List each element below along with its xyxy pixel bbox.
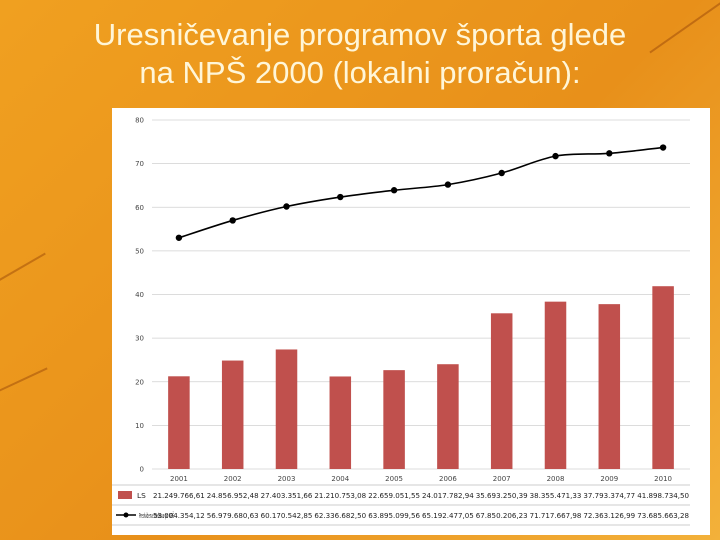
series-line (178, 146, 664, 239)
legend-label-bar: LS (137, 491, 146, 500)
y-tick-label: 10 (135, 422, 144, 430)
x-tick-label: 2003 (278, 475, 296, 483)
table-cell: 63.895.099,56 (368, 511, 420, 520)
bar (544, 301, 567, 469)
table-cell: 22.659.051,55 (368, 491, 420, 500)
table-cell: 71.717.667,98 (530, 511, 582, 520)
table-cell: 56.979.680,63 (207, 511, 259, 520)
y-tick-label: 20 (135, 378, 144, 386)
bar (221, 360, 244, 469)
line-marker (390, 187, 398, 194)
x-tick-label: 2009 (600, 475, 618, 483)
y-tick-label: 30 (135, 335, 144, 343)
bar (383, 370, 405, 469)
slide-title: Uresničevanje programov športa glede na … (0, 16, 720, 92)
x-tick-label: 2007 (493, 475, 511, 483)
table-cell: 60.170.542,85 (261, 511, 313, 520)
y-tick-label: 80 (135, 117, 144, 125)
x-tick-label: 2005 (385, 475, 403, 483)
bar (490, 313, 513, 469)
table-cell: 65.192.477,05 (422, 511, 474, 520)
table-cell: 72.363.126,99 (583, 511, 635, 520)
chart: 0 10 20 30 40 50 60 70 80 2001 2002 2003 2004 2005 200… (112, 117, 690, 526)
y-tick-label: 40 (135, 291, 144, 299)
table-cell: 41.898.734,50 (637, 491, 689, 500)
x-tick-label: 2002 (224, 475, 242, 483)
line-marker (552, 152, 559, 160)
x-tick-label: 2006 (439, 475, 457, 483)
y-tick-label: 50 (135, 247, 144, 255)
line-marker (659, 144, 667, 151)
line-marker (175, 234, 183, 241)
chart-panel: 0 10 20 30 40 50 60 70 80 2001 2002 2003 2004 2005 200… (112, 108, 710, 535)
bar (275, 349, 298, 469)
line-marker (229, 217, 236, 224)
table-cell: 21.249.766,61 (153, 491, 205, 500)
slide-title-line1: Uresničevanje programov športa glede (93, 17, 627, 52)
x-tick-label: 2010 (654, 475, 672, 483)
x-tick-label: 2001 (170, 475, 188, 483)
table-cell: 35.693.250,39 (476, 491, 528, 500)
bar (652, 286, 674, 469)
table-cell: 37.793.374,77 (583, 491, 635, 500)
x-tick-label: 2008 (547, 475, 565, 483)
legend-swatch-bar (118, 491, 132, 499)
decor-stripe (0, 252, 46, 290)
decor-stripe (0, 367, 48, 395)
legend-label-line: Predvidena sredstva po NPŠ (139, 511, 174, 520)
x-tick-label: 2004 (331, 475, 349, 483)
slide-title-line2: na NPŠ 2000 (lokalni proračun): (139, 55, 581, 90)
line-marker (444, 181, 452, 188)
y-tick-label: 70 (135, 160, 144, 168)
table-cell: 67.850.206,23 (476, 511, 528, 520)
line-marker (337, 193, 344, 201)
table-cell: 21.210.753,08 (314, 491, 366, 500)
line-marker (283, 203, 290, 210)
y-tick-label: 60 (135, 204, 144, 212)
bar (329, 376, 352, 469)
table-cell: 24.017.782,94 (422, 491, 474, 500)
table-cell: 24.856.952,48 (207, 491, 259, 500)
table-cell: 62.336.682,50 (314, 511, 366, 520)
table-cell: 38.355.471,33 (530, 491, 582, 500)
line-marker (498, 169, 505, 177)
bar (437, 364, 459, 469)
y-tick-label: 0 (140, 466, 144, 474)
line-marker (606, 150, 613, 157)
bar (168, 376, 190, 469)
table-cell: 73.685.663,28 (637, 511, 689, 520)
table-cell: 27.403.351,66 (261, 491, 313, 500)
legend-swatch-marker (123, 512, 129, 518)
bar (598, 304, 621, 469)
table-cell: 53.004.354,12 (153, 511, 205, 520)
